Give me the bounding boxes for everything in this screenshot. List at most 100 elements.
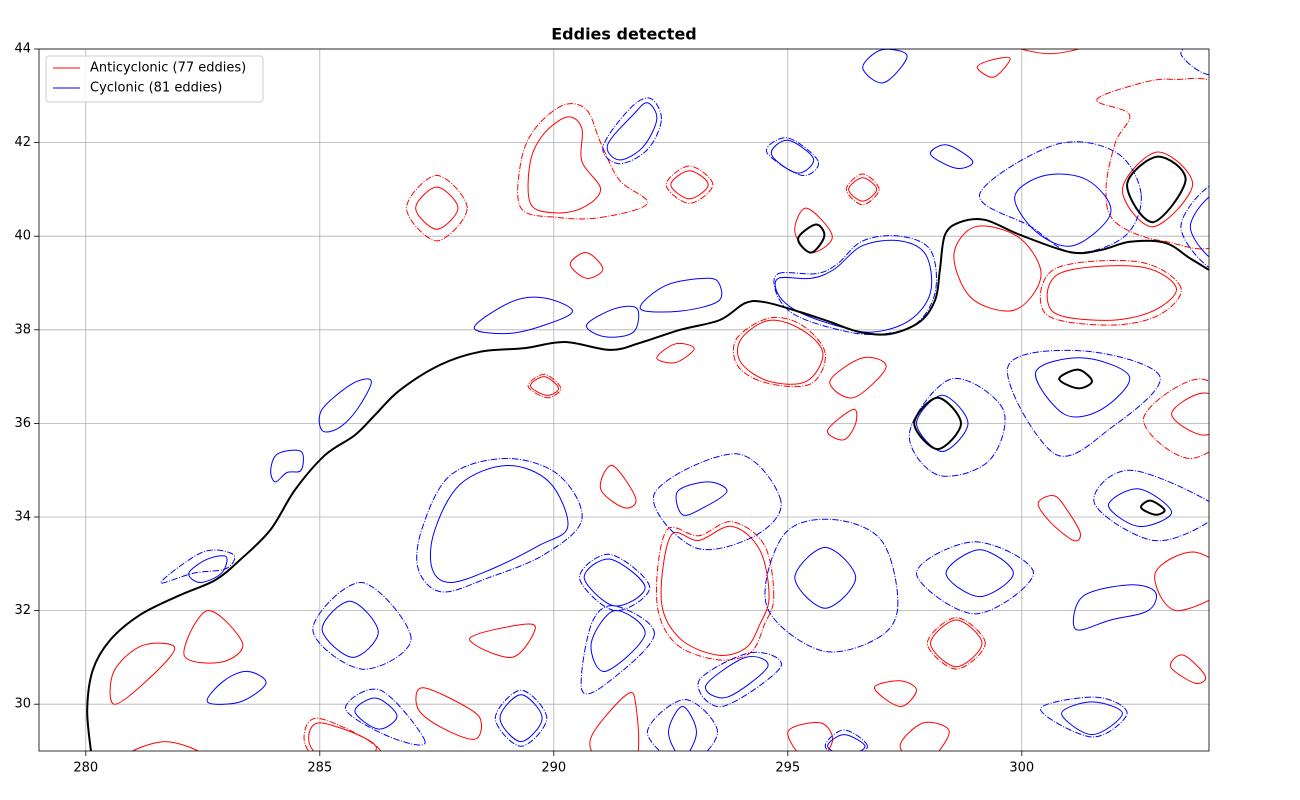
eddy-contour (848, 177, 878, 202)
eddy-contour (1121, 151, 1194, 228)
eddy-contour (1169, 654, 1207, 684)
eddy-contour (415, 687, 482, 740)
eddy-contour (602, 97, 662, 165)
eddy-contour (1142, 378, 1209, 459)
legend: Anticyclonic (77 eddies) Cyclonic (81 edd… (45, 55, 264, 103)
eddy-contour (794, 546, 857, 609)
eddy-contour (1154, 551, 1209, 612)
eddy-contour (930, 619, 983, 668)
eddy-contour (697, 651, 782, 708)
eddy-contour (1046, 265, 1177, 321)
chart-title: Eddies detected (551, 25, 697, 44)
eddy-contour (979, 141, 1142, 254)
eddy-contour (953, 225, 1042, 312)
eddy-contour (916, 541, 1034, 615)
eddy-contour (527, 116, 602, 214)
x-tick-label: 285 (307, 761, 332, 776)
eddy-contour (665, 165, 714, 204)
ticks: 280 285 290 295 300 30 32 34 36 38 40 42 44 (14, 42, 1034, 776)
eddy-contour (824, 729, 868, 751)
eddy-contour (827, 734, 866, 751)
eddy-contour (1040, 696, 1128, 738)
eddy-contour (976, 56, 1011, 78)
eddy-contour (646, 699, 719, 751)
eddy-contour (318, 378, 372, 433)
eddy-contour (705, 656, 769, 699)
y-tick-label: 30 (14, 697, 31, 712)
eddy-contour (1019, 49, 1080, 55)
eddy-contour (469, 623, 536, 658)
y-tick-label: 34 (14, 510, 31, 525)
eddy-contour (926, 617, 986, 670)
front-line (86, 217, 1209, 751)
eddy-contour (1058, 368, 1093, 390)
eddy-contour (1093, 469, 1209, 542)
eddy-contour (345, 688, 426, 746)
eddy-contour (312, 581, 412, 670)
eddy-contour (308, 722, 377, 751)
eddy-contour (1126, 155, 1187, 224)
eddy-contour (529, 376, 559, 396)
eddy-contour (797, 223, 826, 254)
eddy-contour (660, 525, 770, 656)
legend-box (45, 55, 264, 103)
eddy-contour (794, 207, 833, 254)
eddy-contour (1037, 495, 1081, 542)
eddy-contour (590, 610, 646, 672)
eddy-contour (1006, 349, 1161, 457)
eddy-contour (845, 173, 880, 206)
eddy-contour (580, 605, 655, 695)
eddy-contour (206, 670, 267, 705)
eddy-contour (415, 186, 459, 230)
x-tick-label: 300 (1009, 761, 1034, 776)
eddy-contour (303, 717, 382, 751)
eddy-contour (1189, 196, 1209, 258)
eddy-contour (764, 518, 899, 653)
eddy-contour (416, 458, 583, 593)
eddy-contour (1014, 173, 1112, 247)
y-tick-label: 44 (14, 42, 31, 57)
eddy-contour (599, 464, 637, 509)
eddy-contour (583, 558, 646, 607)
eddy-contour (1039, 259, 1182, 326)
eddy-contour (652, 453, 782, 551)
y-tick-label: 36 (14, 416, 31, 431)
eddy-contour (668, 706, 697, 751)
eddy-contour (517, 103, 648, 220)
eddy-contour (945, 549, 1014, 598)
eddy-contour (1035, 357, 1131, 418)
eddy-contour (473, 296, 573, 335)
eddy-contour (354, 697, 398, 730)
eddy-contour (160, 549, 236, 584)
eddy-contour (188, 555, 228, 583)
y-tick-label: 38 (14, 322, 31, 337)
eddy-contour (913, 396, 962, 451)
eddy-contour (606, 102, 658, 161)
eddy-contour (916, 394, 969, 452)
eddy-contour (670, 170, 709, 200)
eddy-contour (499, 694, 543, 743)
eddy-contour (1180, 49, 1209, 76)
eddy-contour (908, 377, 1006, 477)
eddy-contour (589, 691, 640, 751)
eddy-contour (873, 680, 917, 708)
y-tick-label: 42 (14, 135, 31, 150)
x-tick-label: 295 (775, 761, 800, 776)
eddy-contour (1180, 185, 1209, 268)
eddy-contour (1072, 584, 1157, 631)
eddy-contour (1140, 499, 1166, 516)
eddy-contour (270, 449, 304, 483)
eddy-contour (183, 610, 244, 664)
eddy-contour (770, 139, 815, 174)
eddy-contour (405, 174, 468, 242)
y-tick-label: 32 (14, 603, 31, 618)
eddy-contour (787, 722, 834, 751)
eddy-contour (899, 721, 950, 751)
eddy-contour (1061, 701, 1123, 736)
eddy-contour (429, 464, 569, 583)
x-tick-label: 290 (541, 761, 566, 776)
eddy-contour (1096, 77, 1209, 250)
eddy-contour (321, 600, 379, 658)
eddy-contour (736, 319, 824, 385)
eddy-contour (586, 305, 640, 338)
